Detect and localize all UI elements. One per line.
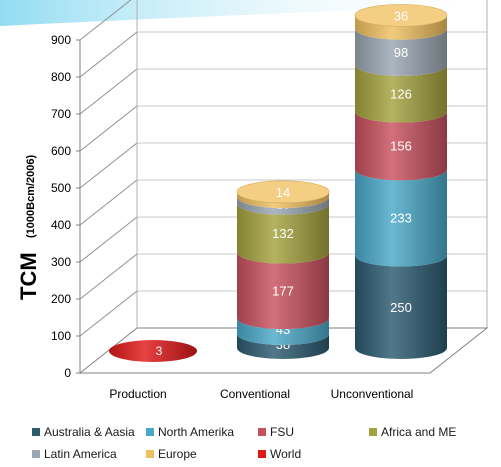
bar-segment [109,340,197,362]
y-tick-label: 700 [51,107,71,121]
bar-segment [237,252,329,330]
y-tick-label: 600 [51,144,71,158]
x-tick-label: Production [109,387,166,401]
bar-segment [355,255,447,359]
bar-segment [355,169,447,267]
bar-segment [355,15,447,40]
data-label: 132 [272,226,294,241]
data-label: 233 [390,210,412,225]
x-tick-label: Unconventional [331,387,414,401]
bar-segment [237,318,329,345]
bar-segment [237,191,329,209]
bar-segment [355,28,447,76]
y-axis-title: TCM (1000Bcm/2006) [16,154,41,300]
gridline-diagonal [79,216,138,263]
gridline-diagonal [79,179,138,226]
y-tick-label: 100 [51,329,71,343]
data-label: 98 [394,45,408,60]
back-wall-border [136,0,488,328]
y-tick-label: 300 [51,255,71,269]
y-axis: 0 100 200 300 400 500 600 700 800 900 [51,33,430,380]
x-tick-label: Conventional [220,387,290,401]
bar-segment [355,64,447,123]
gridline-diagonal [79,290,138,337]
y-axis-label: TCM [16,252,41,300]
bars: 3384317713218142502331561269836 [109,4,448,362]
gridline-diagonal [79,142,138,189]
gridline-diagonal [79,253,138,300]
bar-segment [237,203,329,264]
data-label: 177 [272,283,294,298]
x-axis: Production Conventional Unconventional [109,387,413,401]
y-tick-label: 500 [51,181,71,195]
bar-top-cap [354,4,448,27]
y-tick-label: 200 [51,292,71,306]
y-tick-label: 0 [64,366,71,380]
y-tick-label: 400 [51,218,71,232]
data-label: 3 [156,344,163,358]
data-label: 14 [276,185,290,200]
data-label: 250 [390,300,412,315]
bar-segment [237,197,329,215]
bar-segment [355,111,447,181]
bar-top-cap [236,180,330,204]
y-tick-label: 800 [51,70,71,84]
data-label: 36 [394,8,408,23]
y-tick-label: 900 [51,33,71,47]
data-label: 156 [390,138,412,153]
gridline-diagonal [79,0,132,41]
bar-segment [237,333,329,359]
y-axis-unit: (1000Bcm/2006) [25,154,37,238]
gridline-diagonal [79,31,138,78]
gridline-diagonal [79,68,138,115]
gridline-diagonal [79,105,138,152]
data-label: 126 [390,86,412,101]
